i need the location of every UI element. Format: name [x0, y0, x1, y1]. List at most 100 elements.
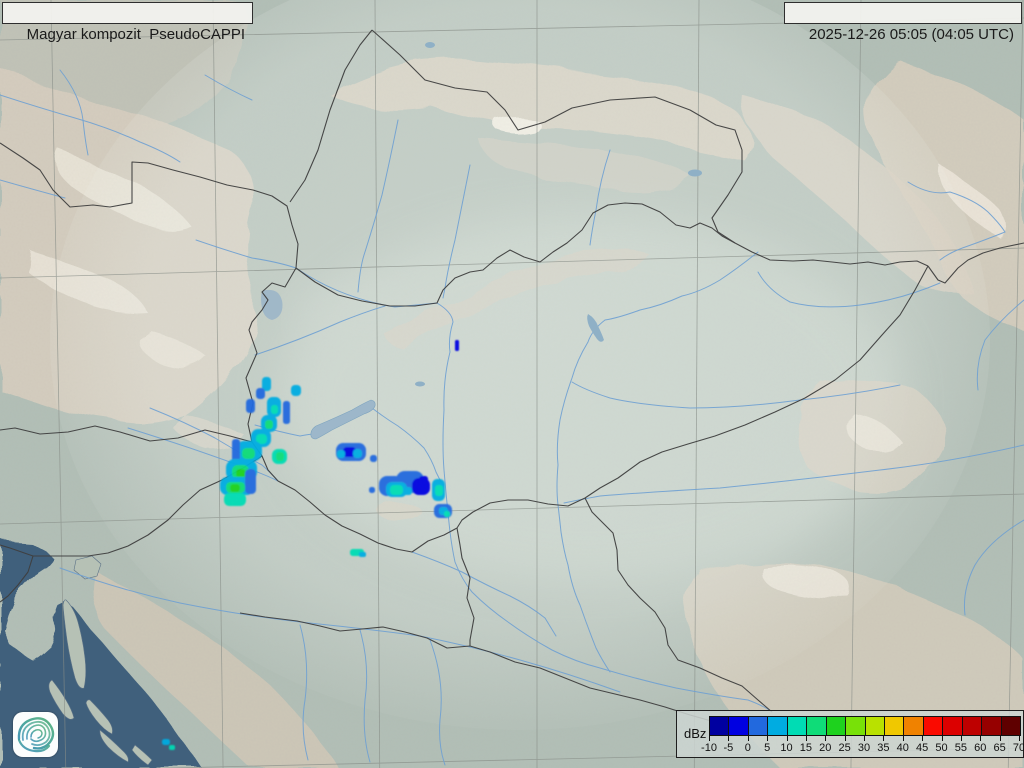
radar-echo	[455, 340, 459, 351]
timestamp-box: 2025-12-26 05:05 (04:05 UTC)	[784, 2, 1022, 43]
radar-echo	[246, 399, 255, 413]
lake-balaton	[310, 399, 376, 440]
radar-echo	[169, 745, 175, 750]
radar-echo	[162, 739, 170, 745]
radar-echo	[256, 388, 265, 399]
radar-echo	[390, 485, 403, 495]
dbz-tick	[767, 735, 769, 741]
dbz-tick	[883, 735, 885, 741]
radar-echo	[256, 434, 267, 444]
dbz-tick-label: 55	[954, 742, 967, 754]
rivers	[0, 69, 1024, 766]
radar-echo	[271, 405, 278, 414]
radar-echo	[369, 487, 375, 493]
dbz-tick	[786, 735, 788, 741]
radar-echo	[230, 484, 240, 492]
radar-echo	[419, 476, 428, 483]
hungaromet-logo	[13, 712, 58, 757]
dbz-tick	[728, 735, 730, 741]
dbz-color-cell	[981, 717, 1001, 735]
radar-echo	[337, 450, 345, 458]
radar-echo	[283, 401, 290, 424]
dbz-tick-label: 35	[877, 742, 890, 754]
dbz-tick-label: 25	[838, 742, 851, 754]
dbz-color-cell	[1000, 717, 1020, 735]
tisza-river	[556, 251, 759, 673]
radar-coverage-halo	[50, 0, 990, 730]
dbz-tick-labels: -10 -5 0 5 10 15 20 25 30 35 40 45 50 55 60 65 70	[701, 742, 1024, 755]
spiral-logo-icon	[17, 717, 55, 753]
dbz-tick-label: 40	[896, 742, 909, 754]
dbz-tick	[960, 735, 962, 741]
dbz-tick	[902, 735, 904, 741]
dbz-color-cell	[883, 717, 904, 735]
dbz-colorbar	[709, 716, 1021, 736]
radar-echo	[403, 487, 412, 495]
dbz-tick-label: 65	[993, 742, 1006, 754]
country-borders	[0, 29, 1024, 723]
dbz-tick	[709, 735, 710, 741]
radar-echo	[435, 485, 443, 496]
adriatic-sea	[0, 540, 202, 768]
dbz-tick-label: 30	[857, 742, 871, 754]
dbz-color-cell	[767, 717, 787, 735]
dbz-tick-label: 10	[780, 742, 793, 754]
dbz-tick-label: 15	[799, 742, 812, 754]
dbz-tick	[980, 735, 982, 741]
dbz-color-cell	[961, 717, 982, 735]
dbz-tick	[922, 735, 924, 741]
dbz-tick-label: 45	[916, 742, 929, 754]
dbz-tick-label: 50	[935, 742, 948, 754]
dbz-color-cell	[942, 717, 962, 735]
dbz-color-cell	[825, 717, 846, 735]
radar-echo	[236, 469, 246, 478]
radar-echo	[444, 511, 450, 517]
dbz-color-cell	[922, 717, 943, 735]
radar-echo	[370, 455, 377, 462]
dbz-tick-label: 0	[744, 742, 751, 754]
dbz-tick	[805, 735, 807, 741]
product-label-box: Magyar kompozit PseudoCAPPI	[2, 2, 254, 43]
dbz-color-cell	[903, 717, 923, 735]
radar-echo	[276, 452, 284, 461]
dbz-color-cell	[710, 717, 729, 735]
dbz-tick-label: 60	[974, 742, 987, 754]
dbz-tick-label: -10	[701, 742, 717, 754]
dbz-unit-label: dBz	[684, 726, 707, 741]
radar-echo	[245, 469, 256, 494]
dbz-tick-marks	[709, 735, 1020, 742]
lakes	[261, 42, 702, 440]
dbz-tick-label: 70	[1012, 742, 1024, 754]
radar-echo	[353, 449, 362, 458]
dbz-tick	[747, 735, 749, 741]
dbz-tick	[999, 735, 1001, 741]
dbz-color-cell	[728, 717, 748, 735]
dbz-tick-label: -5	[723, 742, 734, 754]
dbz-tick-label: 5	[764, 742, 771, 754]
dbz-color-cell	[806, 717, 826, 735]
dbz-tick	[941, 735, 943, 741]
radar-echo	[224, 493, 246, 506]
dbz-tick	[844, 735, 846, 741]
timestamp-label: 2025-12-26 05:05 (04:05 UTC)	[808, 26, 1014, 43]
radar-echo	[359, 552, 366, 557]
dbz-tick	[825, 735, 827, 741]
precipitation-echoes	[162, 340, 459, 750]
lake-velence	[415, 381, 425, 387]
dbz-tick	[1019, 735, 1020, 741]
radar-echo	[242, 448, 255, 459]
dbz-color-cell	[845, 717, 865, 735]
radar-echo	[343, 447, 356, 457]
radar-echo	[262, 377, 271, 391]
dbz-color-cell	[747, 717, 768, 735]
radar-echo	[265, 420, 273, 429]
dbz-tick-label: 20	[819, 742, 832, 754]
radar-echo	[291, 385, 301, 396]
product-label: Magyar kompozit PseudoCAPPI	[26, 26, 246, 43]
dbz-legend: dBz -10 -5 0 5 10 15 20 25 30 35 40 45 50 55 60 65 70	[676, 710, 1024, 758]
dbz-tick	[864, 735, 865, 741]
dbz-color-cell	[786, 717, 807, 735]
lake-tisza	[587, 314, 604, 342]
